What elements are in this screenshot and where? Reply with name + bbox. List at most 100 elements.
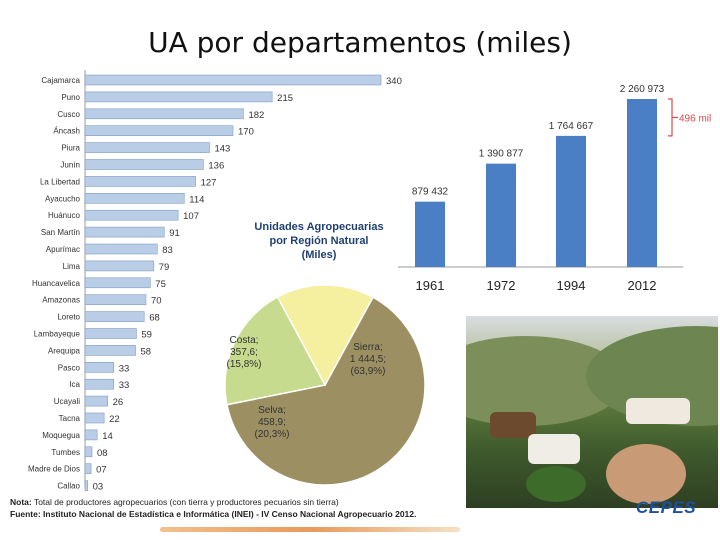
hbar-3 — [84, 125, 234, 136]
hbar-label-11: Lima — [63, 262, 81, 271]
pie-label-costa-0: Costa; — [230, 335, 259, 346]
hbar-label-15: Lambayeque — [34, 330, 81, 339]
vbar-value-0: 879 432 — [412, 187, 449, 198]
hbar-9 — [84, 226, 165, 238]
hbar-label-22: Tumbes — [51, 448, 80, 457]
hbar-value-8: 107 — [183, 211, 199, 222]
hbar-20 — [84, 412, 105, 424]
growth-annotation: 496 mil — [679, 113, 711, 124]
pie-label-sierra-0: Sierra; — [353, 342, 382, 353]
hbar-15 — [84, 328, 137, 339]
hbar-label-19: Ucayali — [54, 397, 80, 406]
hbar-label-8: Huánuco — [48, 211, 81, 220]
hbar-value-18: 33 — [119, 380, 130, 391]
hbar-0 — [84, 74, 382, 86]
pie-label-selva-2: (20,3%) — [254, 429, 289, 440]
vbar-label-1: 1972 — [487, 278, 516, 293]
hbar-label-24: Callao — [57, 482, 80, 491]
hbar-24 — [84, 480, 88, 491]
hbar-value-15: 59 — [141, 330, 152, 341]
hbar-value-23: 07 — [96, 465, 107, 476]
note-label: Nota: — [10, 497, 32, 507]
pie-label-costa-2: (15,8%) — [226, 359, 261, 370]
hbar-label-21: Moquegua — [42, 431, 80, 440]
hbar-label-17: Pasco — [58, 363, 81, 372]
hbar-value-17: 33 — [119, 363, 130, 374]
hbar-label-6: La Libertad — [40, 177, 80, 186]
hbar-22 — [84, 446, 93, 458]
hbar-label-1: Puno — [61, 93, 80, 102]
pie-slice-costa — [276, 284, 374, 387]
pie-label-sierra-1: 1 444,5; — [350, 354, 386, 365]
pie-slice-selva — [224, 295, 327, 406]
hbar-label-13: Amazonas — [42, 296, 80, 305]
hbar-value-14: 68 — [149, 313, 160, 324]
vbar-3 — [627, 99, 657, 267]
hbar-label-9: San Martín — [41, 228, 80, 237]
hbar-value-24: 03 — [93, 482, 104, 493]
note-line: Nota: Total de productores agropecuarios… — [10, 497, 339, 507]
hbar-16 — [84, 345, 136, 356]
hbar-value-11: 79 — [159, 262, 170, 273]
hbar-label-12: Huancavelica — [32, 279, 81, 288]
hbar-label-18: Ica — [69, 380, 80, 389]
pie-title-line-0: Unidades Agropecuarias — [254, 221, 383, 233]
vbar-0 — [415, 201, 445, 267]
hbar-value-6: 127 — [201, 177, 217, 188]
pie-label-costa-1: 357,6; — [230, 347, 258, 358]
hbar-19 — [84, 395, 108, 407]
source-text: Fuente: Instituto Nacional de Estadístic… — [10, 509, 417, 519]
growth-bracket — [668, 98, 678, 137]
hbar-5 — [84, 159, 204, 170]
vbar-label-3: 2012 — [628, 278, 657, 293]
note-text: Total de productores agropecuarios (con … — [31, 497, 339, 507]
hbar-label-10: Apurímac — [46, 245, 80, 254]
cepes-logo: CEPES — [636, 498, 697, 517]
hbar-label-5: Junín — [60, 161, 80, 170]
hbar-4 — [84, 142, 210, 153]
hbar-value-2: 182 — [248, 110, 264, 121]
hbar-7 — [84, 193, 185, 204]
pie-title-line-2: (Miles) — [302, 249, 337, 261]
hbar-value-16: 58 — [140, 346, 151, 357]
hbar-value-7: 114 — [189, 194, 204, 205]
vbar-label-2: 1994 — [557, 278, 586, 293]
hbar-value-19: 26 — [113, 397, 124, 408]
pie-slice-sierra — [226, 296, 426, 486]
hbar-label-20: Tacna — [59, 414, 81, 423]
vbar-label-0: 1961 — [416, 278, 445, 293]
hbar-value-3: 170 — [238, 127, 254, 138]
hbar-6 — [84, 176, 196, 187]
hbar-label-14: Loreto — [57, 313, 80, 322]
hbar-8 — [84, 209, 179, 221]
hbar-12 — [84, 277, 151, 289]
hbar-value-1: 215 — [277, 93, 293, 104]
hbar-value-20: 22 — [109, 414, 120, 425]
hbar-14 — [84, 311, 145, 322]
hbar-2 — [84, 108, 244, 120]
vbar-value-3: 2 260 973 — [620, 84, 665, 95]
vbar-value-1: 1 390 877 — [479, 149, 524, 160]
hbar-18 — [84, 378, 115, 390]
vbar-value-2: 1 764 667 — [549, 121, 594, 132]
hbar-label-3: Áncash — [53, 127, 80, 136]
hbar-value-13: 70 — [151, 296, 162, 307]
hbar-value-0: 340 — [386, 76, 402, 87]
hbar-21 — [84, 429, 98, 441]
farm-photo — [466, 316, 718, 508]
hbar-label-23: Madre de Dios — [28, 465, 80, 474]
hbar-value-22: 08 — [97, 448, 108, 459]
hbar-value-9: 91 — [169, 228, 180, 239]
hbar-value-21: 14 — [102, 431, 113, 442]
page-title: UA por departamentos (miles) — [148, 26, 572, 59]
pie-label-selva-0: Selva; — [258, 405, 286, 416]
pie-title-line-1: por Región Natural — [269, 235, 368, 247]
hbar-10 — [84, 243, 158, 255]
hbar-11 — [84, 260, 155, 272]
hbar-value-10: 83 — [162, 245, 173, 256]
hbar-1 — [84, 91, 273, 103]
pie-label-selva-1: 458,9; — [258, 417, 286, 428]
hbar-23 — [84, 463, 92, 475]
region-pie-chart: Sierra;1 444,5;(63,9%) Selva;458,9;(20,3%… — [224, 221, 426, 486]
